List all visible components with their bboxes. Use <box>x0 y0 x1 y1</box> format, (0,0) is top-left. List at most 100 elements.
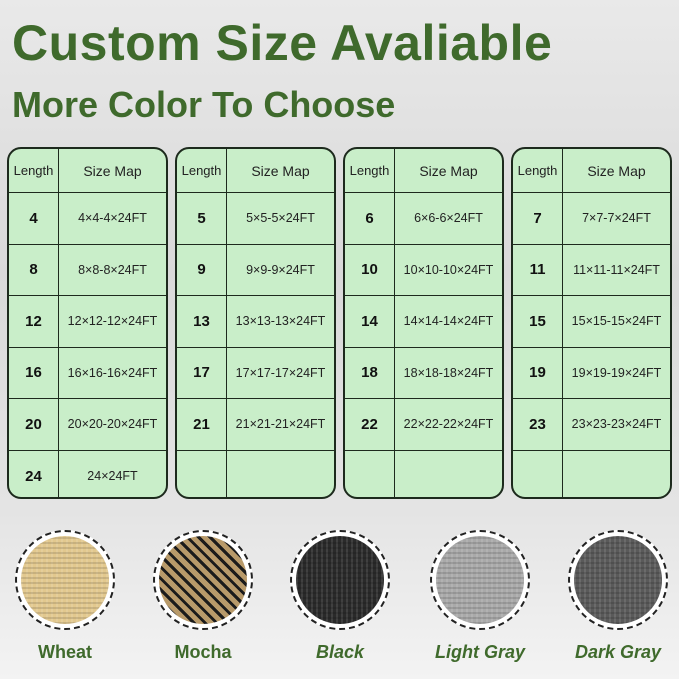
size-cell: 9×9-9×24FT <box>246 262 315 277</box>
table-header-row: Length Size Map <box>9 149 166 193</box>
length-cell: 18 <box>345 347 395 398</box>
table-row: 18 18×18-18×24FT <box>345 347 502 399</box>
size-cell <box>395 451 502 498</box>
size-map-header: Size Map <box>419 162 478 179</box>
color-label: Black <box>315 642 365 662</box>
table-row: 15 15×15-15×24FT <box>513 296 670 348</box>
length-cell: 13 <box>177 296 227 347</box>
table-row: 20 20×20-20×24FT <box>9 399 166 451</box>
length-cell: 10 <box>345 244 395 295</box>
size-cell: 23×23-23×24FT <box>571 417 662 432</box>
length-cell: 6 <box>345 193 395 244</box>
table-header-row: Length Size Map <box>177 149 334 193</box>
size-cell: 11×11-11×24FT <box>573 262 660 277</box>
table-row: 17 17×17-17×24FT <box>177 347 334 399</box>
table-row: 8 8×8-8×24FT <box>9 244 166 296</box>
size-map-header: Size Map <box>251 162 310 179</box>
color-label: Wheat <box>38 642 92 662</box>
table-row: 16 16×16-16×24FT <box>9 347 166 399</box>
size-cell: 7×7-7×24FT <box>582 211 651 226</box>
size-cell: 6×6-6×24FT <box>414 211 483 226</box>
size-map-header: Size Map <box>83 162 142 179</box>
length-cell: 21 <box>177 399 227 450</box>
length-cell: 14 <box>345 296 395 347</box>
page-subtitle: More Color To Choose <box>12 84 396 125</box>
size-table: Length Size Map 4 4×4-4×24FT 8 8×8-8×24FT 12 12… <box>7 147 168 499</box>
length-cell <box>345 450 395 497</box>
color-label: Dark Gray <box>574 642 662 662</box>
length-cell: 15 <box>513 296 563 347</box>
table-row: 4 4×4-4×24FT <box>9 193 166 245</box>
size-cell: 5×5-5×24FT <box>246 211 315 226</box>
size-cell: 8×8-8×24FT <box>78 262 147 277</box>
size-cell: 17×17-17×24FT <box>235 365 326 380</box>
table-row: 23 23×23-23×24FT <box>513 399 670 451</box>
length-header: Length <box>177 149 227 192</box>
size-cell: 12×12-12×24FT <box>67 314 158 329</box>
size-table: Length Size Map 6 6×6-6×24FT 10 10×10-10×24FT… <box>343 147 504 499</box>
size-table: Length Size Map 5 5×5-5×24FT 9 9×9-9×24FT 13 13… <box>175 147 336 499</box>
table-row <box>513 450 670 498</box>
size-cell: 16×16-16×24FT <box>67 365 158 380</box>
table-row: 5 5×5-5×24FT <box>177 193 334 245</box>
table-row: 24 24×24FT <box>9 450 166 497</box>
table-row: 22 22×22-22×24FT <box>345 399 502 451</box>
length-cell: 20 <box>9 399 59 450</box>
length-cell: 12 <box>9 296 59 347</box>
length-cell: 8 <box>9 244 59 295</box>
table-row: 14 14×14-14×24FT <box>345 296 502 348</box>
color-swatch <box>15 530 115 630</box>
length-header: Length <box>513 149 563 192</box>
size-cell: 10×10-10×24FT <box>403 262 494 277</box>
size-cell: 4×4-4×24FT <box>78 211 147 226</box>
color-swatch <box>568 530 668 630</box>
size-table: Length Size Map 7 7×7-7×24FT 11 11×11-11×24FT… <box>511 147 672 499</box>
size-cell: 22×22-22×24FT <box>403 417 494 432</box>
color-label: Mocha <box>174 642 232 662</box>
color-swatch <box>430 530 530 630</box>
length-header: Length <box>9 149 59 192</box>
color-swatch <box>153 530 253 630</box>
table-row: 10 10×10-10×24FT <box>345 244 502 296</box>
table-row: 7 7×7-7×24FT <box>513 193 670 245</box>
table-row: 9 9×9-9×24FT <box>177 244 334 296</box>
length-cell: 16 <box>9 347 59 398</box>
length-cell: 5 <box>177 193 227 244</box>
size-cell: 24×24FT <box>87 469 138 484</box>
length-header: Length <box>345 149 395 192</box>
length-cell: 7 <box>513 193 563 244</box>
size-cell: 20×20-20×24FT <box>67 417 158 432</box>
table-row <box>345 450 502 498</box>
size-cell: 13×13-13×24FT <box>235 314 326 329</box>
table-row: 21 21×21-21×24FT <box>177 399 334 451</box>
length-cell: 9 <box>177 244 227 295</box>
length-cell: 22 <box>345 399 395 450</box>
size-cell: 14×14-14×24FT <box>403 314 494 329</box>
length-cell <box>177 450 227 497</box>
table-row <box>177 450 334 498</box>
length-cell: 11 <box>513 244 563 295</box>
size-map-header: Size Map <box>587 162 646 179</box>
size-cell: 18×18-18×24FT <box>403 365 494 380</box>
table-header-row: Length Size Map <box>513 149 670 193</box>
table-row: 6 6×6-6×24FT <box>345 193 502 245</box>
color-label: Light Gray <box>434 642 525 662</box>
length-cell <box>513 450 563 497</box>
table-row: 13 13×13-13×24FT <box>177 296 334 348</box>
size-cell: 21×21-21×24FT <box>235 417 326 432</box>
size-cell <box>563 451 670 498</box>
length-cell: 17 <box>177 347 227 398</box>
table-row: 19 19×19-19×24FT <box>513 347 670 399</box>
length-cell: 24 <box>9 450 59 497</box>
length-cell: 4 <box>9 193 59 244</box>
table-row: 11 11×11-11×24FT <box>513 244 670 296</box>
size-cell: 15×15-15×24FT <box>571 314 662 329</box>
table-row: 12 12×12-12×24FT <box>9 296 166 348</box>
size-cell <box>227 451 334 498</box>
size-cell: 19×19-19×24FT <box>571 365 662 380</box>
table-header-row: Length Size Map <box>345 149 502 193</box>
color-swatch <box>290 530 390 630</box>
page-title: Custom Size Avaliable <box>12 15 553 71</box>
length-cell: 19 <box>513 347 563 398</box>
length-cell: 23 <box>513 399 563 450</box>
